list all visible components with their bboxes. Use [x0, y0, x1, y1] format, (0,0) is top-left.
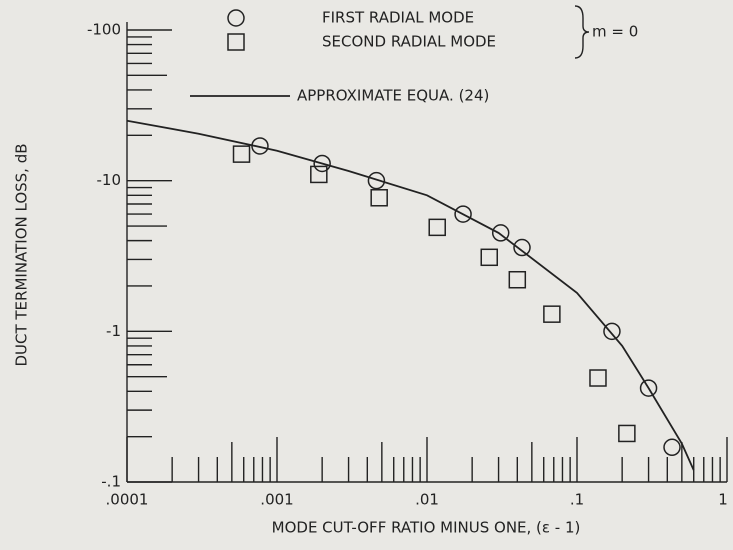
- square-point: [589, 369, 607, 387]
- square-point: [310, 165, 328, 184]
- y-tick-label: -1: [106, 322, 121, 340]
- y-tick-label: -10: [97, 171, 122, 189]
- legend-marker: [227, 33, 245, 51]
- square-point: [232, 145, 251, 163]
- square-point: [543, 305, 561, 323]
- square-point: [370, 189, 388, 207]
- legend-marker: [227, 9, 245, 27]
- square-point: [618, 424, 636, 443]
- circle-point: [491, 224, 510, 242]
- circle-point: [454, 205, 472, 223]
- circle-point: [513, 238, 531, 257]
- legend-label: FIRST RADIAL MODE: [322, 9, 474, 27]
- y-tick-label: -.1: [101, 473, 121, 491]
- y-tick-label: -100: [87, 21, 121, 39]
- circle-point: [603, 322, 621, 341]
- square-point: [480, 248, 498, 267]
- legend-label: SECOND RADIAL MODE: [322, 33, 496, 51]
- x-axis-label: MODE CUT-OFF RATIO MINUS ONE, (ε - 1): [272, 519, 581, 537]
- y-axis-label: DUCT TERMINATION LOSS, dB: [13, 143, 31, 366]
- annotation: m = 0: [592, 23, 638, 41]
- legend-brace: [574, 5, 590, 59]
- circle-point: [313, 154, 331, 173]
- x-tick-label: .001: [260, 491, 293, 509]
- x-tick-label: 1: [718, 491, 728, 509]
- x-tick-label: .1: [570, 491, 584, 509]
- square-point: [508, 270, 527, 289]
- x-tick-label: .01: [415, 491, 439, 509]
- circle-point: [663, 438, 681, 457]
- square-point: [428, 218, 446, 237]
- circle-point: [367, 171, 386, 190]
- legend-label: APPROXIMATE EQUA. (24): [297, 87, 489, 105]
- circle-point: [639, 379, 658, 397]
- x-tick-label: .0001: [106, 491, 149, 509]
- curve: [126, 119, 695, 471]
